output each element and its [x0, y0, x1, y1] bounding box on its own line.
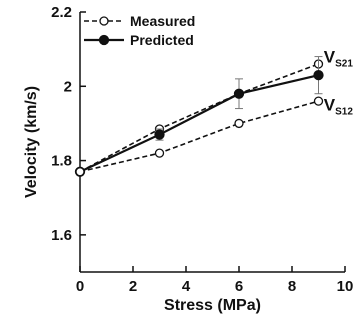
series-annotations: VS21 VS12 [324, 47, 354, 117]
label-vs12: VS12 [324, 96, 354, 118]
series-1 [74, 56, 324, 177]
predicted-point [233, 88, 245, 99]
x-ticks: 0 2 4 6 8 10 [76, 266, 354, 295]
x-tick-label: 0 [76, 278, 84, 295]
axes [79, 12, 345, 273]
y-tick-label: 1.8 [51, 153, 72, 170]
y-tick-label: 1.6 [51, 227, 72, 244]
measured-point [234, 118, 244, 129]
y-tick-label: 2.2 [51, 4, 72, 21]
measured-line [79, 100, 319, 173]
y-axis-label: Velocity (km/s) [23, 86, 40, 198]
predicted-line [79, 74, 319, 173]
x-axis-label: Stress (MPa) [164, 297, 261, 314]
measured-line [79, 63, 319, 173]
legend-marker-measured [99, 16, 109, 26]
y-tick-label: 2 [64, 78, 72, 95]
series-2 [75, 96, 324, 177]
label-vs21-sub: S21 [335, 58, 353, 69]
x-tick-label: 10 [337, 278, 354, 295]
x-tick-label: 4 [182, 278, 191, 295]
legend-marker-predicted [98, 34, 110, 46]
legend-label-measured: Measured [130, 13, 195, 29]
label-vs21: VS21 [324, 47, 354, 69]
x-tick-label: 8 [288, 278, 296, 295]
legend-label-predicted: Predicted [130, 32, 194, 48]
legend: Measured Predicted [82, 13, 202, 49]
label-vs12-sub: S12 [335, 107, 353, 118]
measured-point [154, 148, 165, 158]
x-tick-label: 6 [235, 278, 243, 295]
label-vs21-main: V [324, 47, 336, 66]
series-group [74, 56, 324, 177]
y-ticks: 1.6 1.8 2 2.2 [51, 4, 86, 244]
series-0 [75, 59, 324, 177]
predicted-point [154, 129, 165, 140]
predicted-point [313, 69, 324, 81]
label-vs12-main: V [324, 96, 336, 115]
x-tick-label: 2 [129, 278, 137, 295]
measured-point [313, 96, 324, 106]
measured-point [75, 167, 85, 177]
